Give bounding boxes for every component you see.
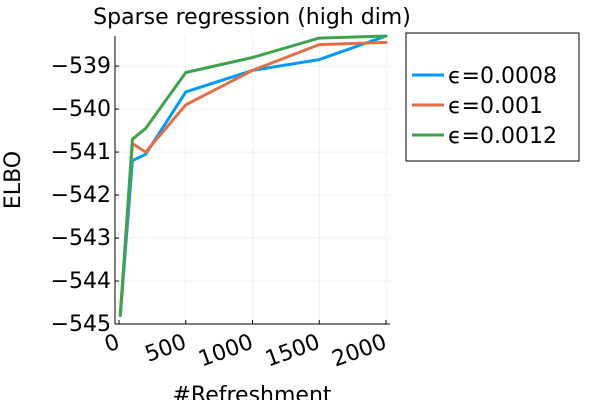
series-line [118, 34, 388, 317]
series-line [118, 34, 388, 317]
grid [115, 36, 390, 325]
ticks: −545 −544 −543 −542 −541 −540 −539 0 500 1000 1500… [51, 54, 391, 372]
legend-label: ϵ=0.001 [448, 94, 543, 119]
y-tick-label: −540 [51, 97, 111, 122]
y-tick-label: −539 [51, 54, 111, 79]
x-tick-label: 0 [101, 330, 123, 358]
legend-box [405, 32, 580, 162]
x-tick-label: 500 [142, 330, 190, 368]
y-tick-label: −541 [51, 140, 111, 165]
x-tick-label: 2000 [329, 330, 390, 373]
y-tick-label: −545 [51, 312, 111, 337]
x-tick-label: 1500 [262, 330, 323, 373]
x-tick-label: 1000 [195, 330, 256, 373]
y-tick-label: −542 [51, 183, 111, 208]
y-axis-label: ELBO [1, 151, 26, 209]
legend-label: ϵ=0.0008 [448, 64, 557, 89]
series-line [118, 40, 388, 317]
series [118, 34, 388, 317]
x-axis-label: #Refreshment [172, 383, 331, 400]
chart-title: Sparse regression (high dim) [93, 5, 411, 30]
y-tick-label: −544 [51, 269, 111, 294]
legend: ϵ=0.0008 ϵ=0.001 ϵ=0.0012 [405, 32, 580, 162]
legend-label: ϵ=0.0012 [448, 124, 557, 149]
y-tick-label: −543 [51, 226, 111, 251]
